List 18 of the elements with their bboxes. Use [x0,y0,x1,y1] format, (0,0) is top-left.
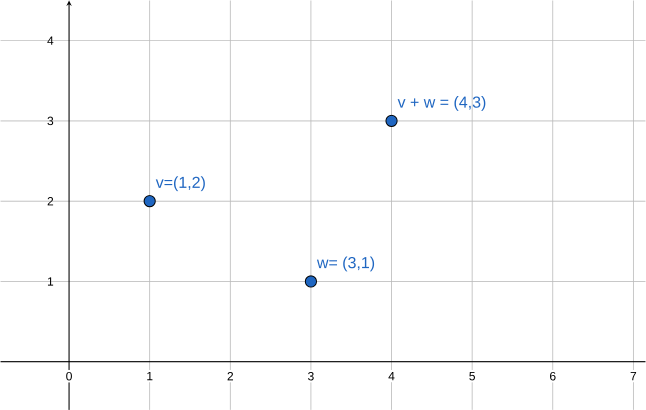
x-tick-label: 3 [308,372,314,380]
x-tick-label: 4 [388,372,395,380]
point [304,275,317,288]
x-tick-label: 0 [66,372,72,380]
x-tick-label: 5 [469,372,475,380]
annotation: w= (3,1) [316,256,374,272]
x-tick-label: 7 [630,372,636,380]
y-tick-label: 1 [48,277,54,286]
annotation: v=(1,2) [156,176,205,191]
annotation: v + w = (4,3) [398,96,486,111]
y-tick-label: 3 [48,116,54,125]
x-tick-label: 2 [228,372,234,380]
y-tick-label: 2 [48,196,54,206]
point [144,194,156,208]
x-tick-label: 6 [550,372,556,380]
x-tick-label: 1 [147,372,152,380]
y-tick-label: 4 [47,36,54,45]
point [385,114,398,127]
